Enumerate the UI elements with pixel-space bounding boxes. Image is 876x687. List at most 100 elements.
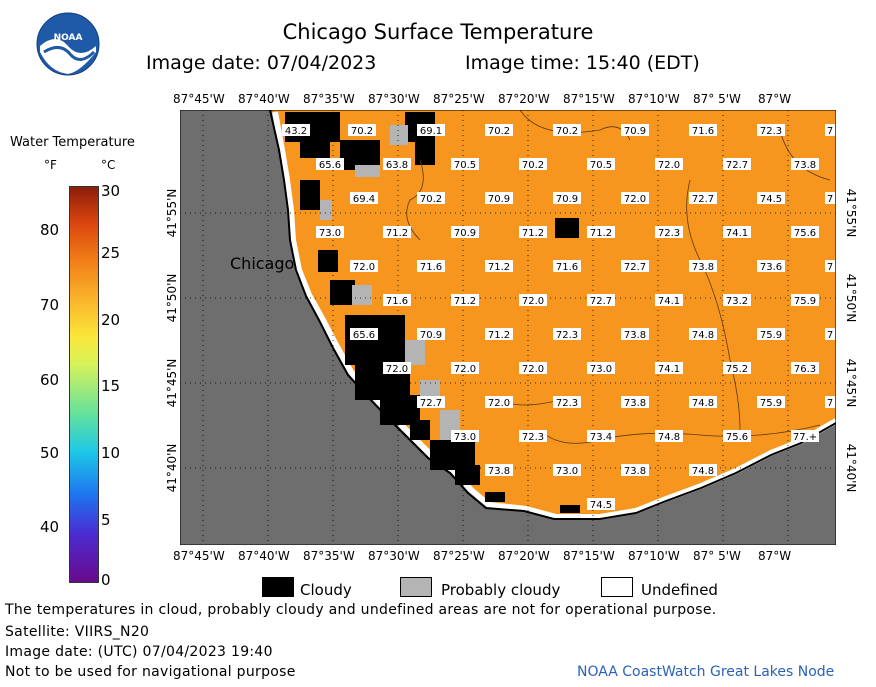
temp-value: 72.3 bbox=[522, 432, 544, 443]
temp-value: 71.6 bbox=[420, 262, 442, 273]
temp-label: 72.0 bbox=[451, 362, 479, 375]
temp-label: 70.2 bbox=[417, 192, 445, 205]
temp-value: 74.8 bbox=[692, 398, 714, 409]
temp-label: 72.3 bbox=[519, 430, 547, 443]
temp-label: 70.9 bbox=[485, 192, 513, 205]
color-scale-bar bbox=[69, 186, 99, 583]
temp-value: 70.9 bbox=[488, 194, 510, 205]
top-lon-label: 87°W bbox=[758, 92, 792, 106]
temp-label: 74.5 bbox=[757, 192, 785, 205]
temp-value: 72.3 bbox=[760, 126, 782, 137]
temp-label: 73.8 bbox=[621, 464, 649, 477]
footer-satellite: Satellite: VIIRS_N20 bbox=[5, 624, 150, 640]
temp-value: 70.9 bbox=[420, 330, 442, 341]
temp-label: 77.+ bbox=[791, 430, 819, 443]
temp-value: 75.9 bbox=[760, 398, 782, 409]
temp-label: 7 bbox=[825, 396, 835, 409]
temp-value: 72.0 bbox=[386, 364, 408, 375]
temp-value: 70.9 bbox=[556, 194, 578, 205]
scale-f-tick: 80 bbox=[40, 221, 60, 239]
temp-label: 74.8 bbox=[689, 396, 717, 409]
temp-label: 71.6 bbox=[689, 124, 717, 137]
temp-label: 75.9 bbox=[757, 328, 785, 341]
left-lat-label: 41°50'N bbox=[165, 273, 179, 323]
temp-value: 75.6 bbox=[726, 432, 748, 443]
temp-value: 73.8 bbox=[624, 466, 646, 477]
temp-label: 73.0 bbox=[553, 464, 581, 477]
temp-value: 73.8 bbox=[692, 262, 714, 273]
temp-value: 63.8 bbox=[386, 160, 408, 171]
temp-label: 70.9 bbox=[553, 192, 581, 205]
temp-label: 72.7 bbox=[621, 260, 649, 273]
top-lon-label: 87°35'W bbox=[303, 92, 355, 106]
left-lat-label: 41°40'N bbox=[165, 443, 179, 493]
scale-c-tick: 30 bbox=[101, 182, 121, 200]
temp-value: 72.3 bbox=[556, 398, 578, 409]
temp-value: 72.0 bbox=[522, 364, 544, 375]
temp-label: 72.0 bbox=[485, 396, 513, 409]
temp-label: 73.8 bbox=[689, 260, 717, 273]
bottom-lon-label: 87°25'W bbox=[433, 549, 485, 563]
scale-c-tick: 0 bbox=[101, 571, 111, 589]
temp-label: 69.1 bbox=[417, 124, 445, 137]
city-label: Chicago bbox=[230, 254, 294, 273]
legend-cloudy-swatch bbox=[262, 577, 294, 597]
temp-label: 63.8 bbox=[383, 158, 411, 171]
temp-label: 75.2 bbox=[723, 362, 751, 375]
temp-label: 72.0 bbox=[519, 294, 547, 307]
temp-label: 73.8 bbox=[485, 464, 513, 477]
temp-value: 75.9 bbox=[794, 296, 816, 307]
temp-value: 72.3 bbox=[556, 330, 578, 341]
temp-value: 74.5 bbox=[760, 194, 782, 205]
temp-label: 75.6 bbox=[723, 430, 751, 443]
temp-label: 71.6 bbox=[383, 294, 411, 307]
right-lat-label: 41°50'N bbox=[844, 273, 858, 323]
temp-value: 7 bbox=[827, 262, 833, 273]
temp-label: 72.3 bbox=[655, 226, 683, 239]
temp-label: 69.4 bbox=[350, 192, 378, 205]
scale-unit-c: °C bbox=[101, 158, 116, 172]
temp-label: 74.1 bbox=[723, 226, 751, 239]
temp-value: 65.6 bbox=[319, 160, 341, 171]
temp-value: 7 bbox=[827, 398, 833, 409]
temp-label: 70.2 bbox=[519, 158, 547, 171]
temp-label: 72.0 bbox=[350, 260, 378, 273]
temp-label: 72.0 bbox=[519, 362, 547, 375]
temp-label: 72.3 bbox=[553, 328, 581, 341]
temperature-map: 43.2 70.2 69.1 70.2 70.2 70.9 71.6 72.3 7 65.6 63.… bbox=[180, 110, 836, 545]
top-lon-label: 87°25'W bbox=[433, 92, 485, 106]
temp-label: 65.6 bbox=[316, 158, 344, 171]
temp-value: 70.2 bbox=[522, 160, 544, 171]
temp-value: 72.7 bbox=[692, 194, 714, 205]
left-lat-label: 41°45'N bbox=[165, 358, 179, 408]
temp-value: 73.8 bbox=[488, 466, 510, 477]
scale-c-tick: 25 bbox=[101, 244, 121, 262]
temp-value: 73.8 bbox=[794, 160, 816, 171]
temp-value: 74.5 bbox=[590, 500, 612, 511]
temp-value: 71.6 bbox=[692, 126, 714, 137]
temp-label: 73.0 bbox=[587, 362, 615, 375]
temp-label: 71.2 bbox=[587, 226, 615, 239]
legend-probably-cloudy-swatch bbox=[400, 577, 432, 597]
temp-value: 69.4 bbox=[353, 194, 375, 205]
temp-value: 71.2 bbox=[386, 228, 408, 239]
legend-undefined-swatch bbox=[601, 577, 633, 597]
temp-label: 70.2 bbox=[485, 124, 513, 137]
top-lon-label: 87° 5'W bbox=[693, 92, 741, 106]
image-time: Image time: 15:40 (EDT) bbox=[465, 52, 700, 74]
temp-value: 75.6 bbox=[794, 228, 816, 239]
temp-value: 43.2 bbox=[285, 126, 307, 137]
legend-undefined-label: Undefined bbox=[641, 581, 718, 599]
temp-label: 71.6 bbox=[553, 260, 581, 273]
temp-label: 72.7 bbox=[723, 158, 751, 171]
footer-nav-warning: Not to be used for navigational purpose bbox=[5, 664, 296, 680]
scale-f-tick: 50 bbox=[40, 444, 60, 462]
bottom-lon-label: 87°10'W bbox=[628, 549, 680, 563]
top-lon-label: 87°20'W bbox=[498, 92, 550, 106]
temp-value: 71.2 bbox=[454, 296, 476, 307]
temp-value: 72.7 bbox=[624, 262, 646, 273]
temp-label: 73.4 bbox=[587, 430, 615, 443]
temp-value: 70.2 bbox=[556, 126, 578, 137]
temp-value: 76.3 bbox=[794, 364, 816, 375]
bottom-lon-label: 87°15'W bbox=[563, 549, 615, 563]
